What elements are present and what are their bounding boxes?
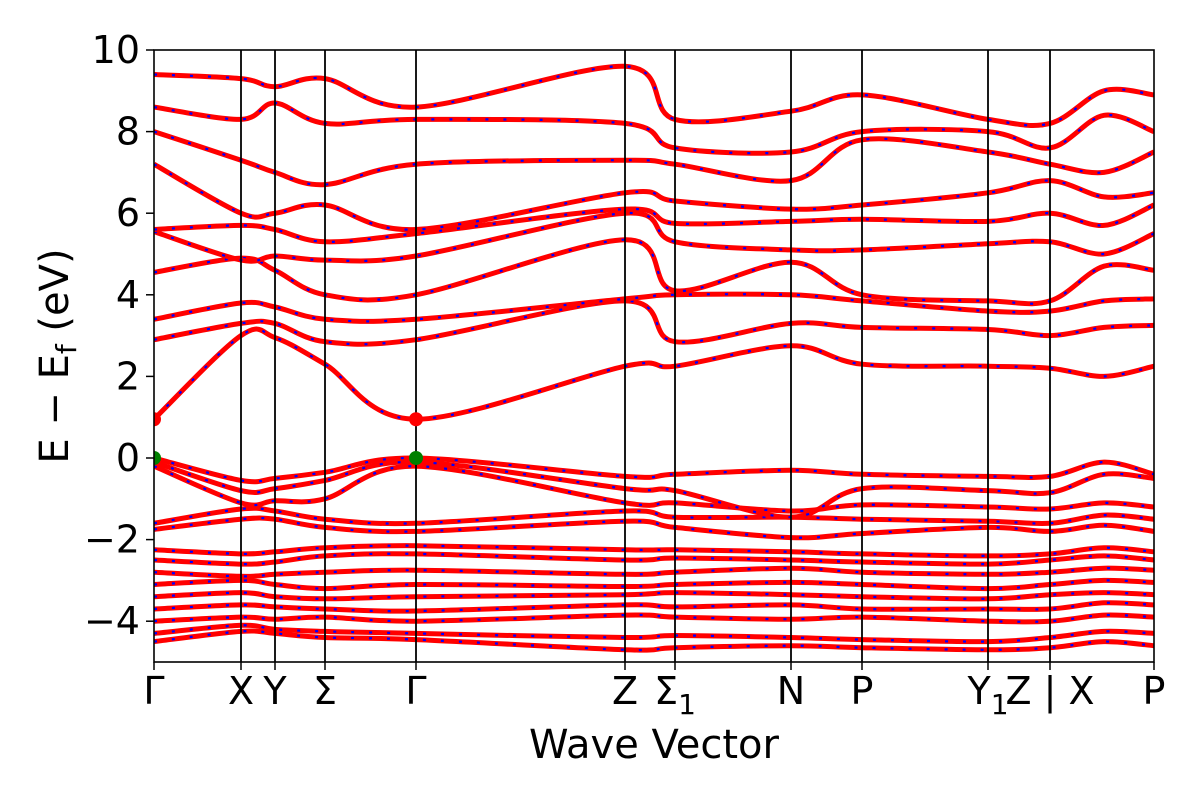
x-tick-label-sub-6: 1 [678,688,696,721]
band-dash-13 [154,456,1154,483]
y-tick-label-5: 0 [116,436,140,480]
y-tick-label-3: 4 [116,273,140,317]
x-tick-label-3: Σ [313,669,337,713]
band-dash-22 [154,101,1154,155]
x-tick-label-4: Γ [405,669,426,713]
band-dash-15 [154,299,1154,346]
y-tick-label-6: −2 [84,518,140,562]
y-axis-ticks: 10 8 6 4 2 0 −2 −4 [84,28,154,643]
band-dash-10 [154,507,1154,525]
band-line-15 [154,298,1154,347]
extremum-point-3 [409,451,423,465]
band-line-21 [154,129,1154,188]
band-dash-9 [154,516,1154,539]
extremum-point-1 [409,412,423,427]
y-tick-label-4: 2 [116,354,140,398]
band-dash-14 [154,327,1154,421]
y-axis-label: E − Ef (eV) [32,248,83,463]
x-tick-label-5: Z [612,669,638,713]
band-line-1 [154,622,1154,645]
band-line-14 [154,326,1154,422]
y-axis-label-sub: f [50,343,83,354]
band-line-19 [154,202,1154,245]
bands-layer [154,63,1154,653]
band-line-4 [154,590,1154,602]
band-line-0 [154,628,1154,653]
band-line-3 [154,600,1154,614]
y-tick-label-7: −4 [84,599,140,643]
x-tick-label-0: Γ [143,669,164,713]
x-tick-label-10: Z | X [1005,669,1094,714]
x-tick-label-6: Σ1 [654,669,696,721]
extrema-points [154,412,423,465]
x-axis-ticks: Γ X Y Σ Γ Z Σ1 N P Y1Z | X P [143,662,1165,721]
band-line-5 [154,577,1154,592]
x-tick-label-2: Y [262,669,287,713]
x-tick-label-11: P [1143,669,1166,713]
band-dash-18 [154,212,1154,263]
band-dash-23 [154,65,1154,127]
band-line-22 [154,100,1154,156]
x-tick-label-8: P [851,669,874,713]
extremum-point-2 [154,451,161,465]
band-line-2 [154,612,1154,625]
band-line-17 [154,237,1154,307]
band-line-6 [154,565,1154,579]
plot-frame [153,49,1155,663]
band-line-11 [154,463,1154,514]
band-line-13 [154,455,1154,485]
band-line-8 [154,543,1154,559]
y-tick-label-0: 10 [92,28,140,72]
y-axis-label-pre: E − E [32,354,78,464]
band-dash-12 [154,460,1154,519]
y-tick-label-2: 6 [116,191,140,235]
band-line-7 [154,551,1154,567]
band-line-16 [154,291,1154,324]
band-dash-21 [154,130,1154,186]
x-tick-label-1: X [228,669,254,713]
y-axis-label-post: (eV) [32,248,78,344]
extremum-point-0 [154,412,161,427]
y-tick-label-1: 8 [116,110,140,154]
x-axis-label: Wave Vector [529,722,780,768]
x-tick-label-9: Y1 [966,669,1008,721]
x-tick-label-7: N [777,669,805,713]
kpoint-lines [240,50,1051,662]
x-tick-label-sub-9: 1 [991,688,1009,721]
